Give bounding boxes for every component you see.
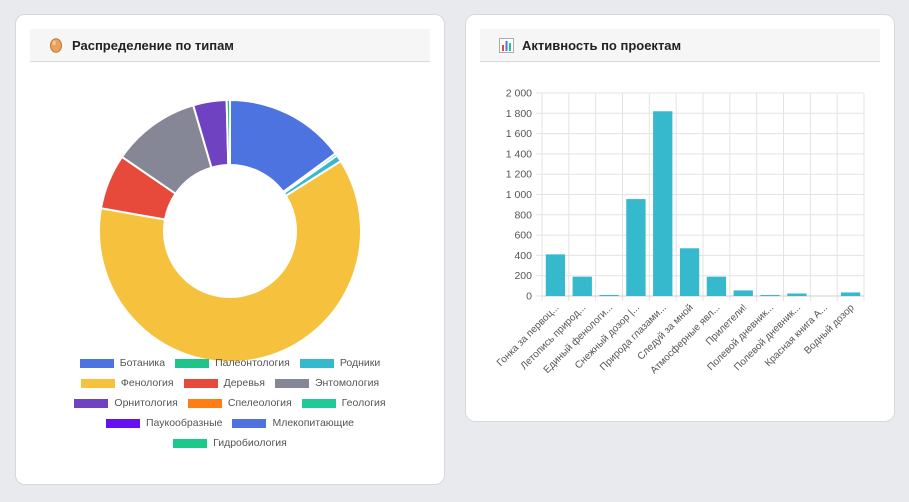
bar[interactable] <box>706 276 727 296</box>
legend-label: Гидробиология <box>213 437 287 449</box>
legend-item[interactable]: Энтомология <box>274 377 380 389</box>
legend-label: Паукообразные <box>145 417 223 429</box>
type-distribution-card: Распределение по типам Ботаника Палеонтол… <box>15 14 445 485</box>
bar[interactable] <box>787 293 807 296</box>
doughnut-chart <box>98 98 362 363</box>
y-tick-label: 600 <box>514 230 532 242</box>
legend-swatch <box>79 358 114 368</box>
legend-item[interactable]: Фенология <box>80 377 174 389</box>
legend-swatch <box>74 398 109 408</box>
legend-label: Деревья <box>223 377 265 389</box>
y-tick-label: 1 800 <box>506 108 532 120</box>
legend-swatch <box>187 398 222 408</box>
legend-swatch <box>232 418 267 428</box>
card-header: Распределение по типам <box>30 29 430 62</box>
legend-label: Палеонтология <box>215 357 290 369</box>
bar[interactable] <box>733 290 753 296</box>
legend-item[interactable]: Спелеология <box>187 397 292 409</box>
legend-swatch <box>301 398 336 408</box>
bar[interactable] <box>599 295 619 296</box>
legend-label: Спелеология <box>227 397 292 409</box>
legend-item[interactable]: Орнитология <box>74 397 178 409</box>
y-tick-label: 400 <box>514 250 532 262</box>
egg-icon <box>48 37 64 53</box>
y-tick-label: 800 <box>514 209 532 221</box>
project-activity-card: Активность по проектам 0 200 400 600 800 1 00… <box>465 14 895 422</box>
y-tick-label: 1 400 <box>506 148 532 160</box>
bar[interactable] <box>679 248 700 296</box>
y-tick-label: 1 000 <box>506 189 532 201</box>
legend-item[interactable]: Родники <box>299 357 381 369</box>
y-tick-label: 2 000 <box>506 88 532 100</box>
legend-item[interactable]: Деревья <box>183 377 265 389</box>
legend-swatch <box>274 378 309 388</box>
legend-label: Энтомология <box>314 377 380 389</box>
legend-label: Фенология <box>120 377 174 389</box>
chart-legend: Ботаника Палеонтология Родники Фенология Дер… <box>16 353 444 453</box>
legend-swatch <box>105 418 140 428</box>
legend-label: Родники <box>339 357 381 369</box>
bar[interactable] <box>626 199 646 296</box>
legend-label: Геология <box>341 397 386 409</box>
legend-item[interactable]: Геология <box>301 397 386 409</box>
legend-label: Ботаника <box>119 357 166 369</box>
legend-item[interactable]: Гидробиология <box>173 437 287 449</box>
bar[interactable] <box>572 276 592 296</box>
y-tick-label: 1 600 <box>506 128 532 140</box>
legend-swatch <box>175 358 210 368</box>
bar[interactable] <box>760 294 780 296</box>
bar-chart-icon <box>498 37 514 53</box>
legend-item[interactable]: Ботаника <box>79 357 166 369</box>
legend-label: Млекопитающие <box>272 417 355 429</box>
y-tick-label: 0 <box>526 291 532 303</box>
y-tick-label: 1 200 <box>506 169 532 181</box>
bar[interactable] <box>545 254 566 296</box>
legend-row: Паукообразные Млекопитающие <box>16 413 444 433</box>
legend-row: Гидробиология <box>16 433 444 453</box>
bar[interactable] <box>840 292 861 296</box>
legend-item[interactable]: Млекопитающие <box>232 417 354 429</box>
card-title: Распределение по типам <box>72 37 234 53</box>
legend-swatch <box>80 378 115 388</box>
legend-swatch <box>183 378 218 388</box>
slice-4[interactable] <box>98 159 362 363</box>
legend-item[interactable]: Палеонтология <box>175 357 290 369</box>
legend-swatch <box>173 438 208 448</box>
legend-row: Ботаника Палеонтология Родники <box>16 353 444 373</box>
legend-item[interactable]: Паукообразные <box>105 417 223 429</box>
bar[interactable] <box>653 111 673 296</box>
bar-chart: 0 200 400 600 800 1 000 1 200 1 400 1 600 1 800 2 … <box>495 88 865 376</box>
y-tick-label: 200 <box>514 270 532 282</box>
legend-row: Орнитология Спелеология Геология <box>16 393 444 413</box>
legend-swatch <box>299 358 334 368</box>
slice-12[interactable] <box>225 98 231 167</box>
legend-row: Фенология Деревья Энтомология <box>16 373 444 393</box>
card-title: Активность по проектам <box>522 37 682 53</box>
card-header: Активность по проектам <box>480 29 880 62</box>
legend-label: Орнитология <box>114 397 178 409</box>
